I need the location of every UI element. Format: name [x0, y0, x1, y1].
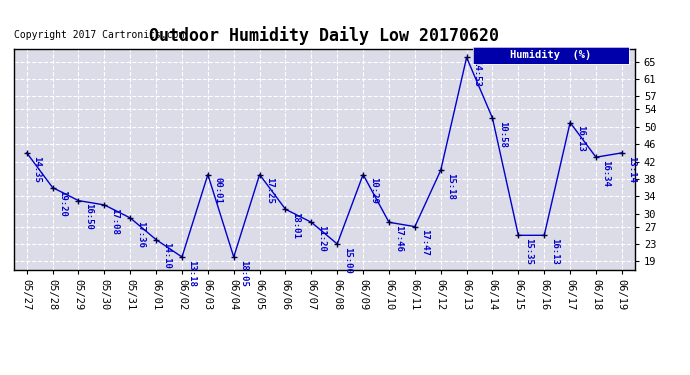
- Text: 16:13: 16:13: [575, 125, 584, 152]
- Text: 18:05: 18:05: [239, 260, 248, 286]
- Text: 17:47: 17:47: [420, 230, 429, 256]
- Text: 16:34: 16:34: [602, 160, 611, 187]
- Title: Outdoor Humidity Daily Low 20170620: Outdoor Humidity Daily Low 20170620: [149, 26, 500, 45]
- Text: 14:53: 14:53: [472, 60, 481, 87]
- Text: 15:35: 15:35: [524, 238, 533, 265]
- Text: 17:36: 17:36: [136, 221, 145, 248]
- Text: 17:25: 17:25: [265, 177, 274, 204]
- Text: 19:20: 19:20: [58, 190, 67, 217]
- Text: 16:13: 16:13: [550, 238, 559, 265]
- Text: Copyright 2017 Cartronics.com: Copyright 2017 Cartronics.com: [14, 30, 184, 40]
- Text: 10:58: 10:58: [498, 121, 507, 148]
- Text: 10:29: 10:29: [368, 177, 377, 204]
- Text: 15:00: 15:00: [343, 247, 352, 274]
- Text: 16:50: 16:50: [84, 203, 93, 230]
- Text: 18:01: 18:01: [291, 212, 300, 239]
- Text: 13:14: 13:14: [627, 156, 636, 183]
- Text: 14:35: 14:35: [32, 156, 41, 183]
- Text: 00:01: 00:01: [213, 177, 222, 204]
- Text: 13:18: 13:18: [188, 260, 197, 286]
- Text: 15:18: 15:18: [446, 173, 455, 200]
- Text: 17:46: 17:46: [395, 225, 404, 252]
- Text: 17:08: 17:08: [110, 208, 119, 235]
- Text: 14:10: 14:10: [161, 242, 170, 269]
- Text: 11:20: 11:20: [317, 225, 326, 252]
